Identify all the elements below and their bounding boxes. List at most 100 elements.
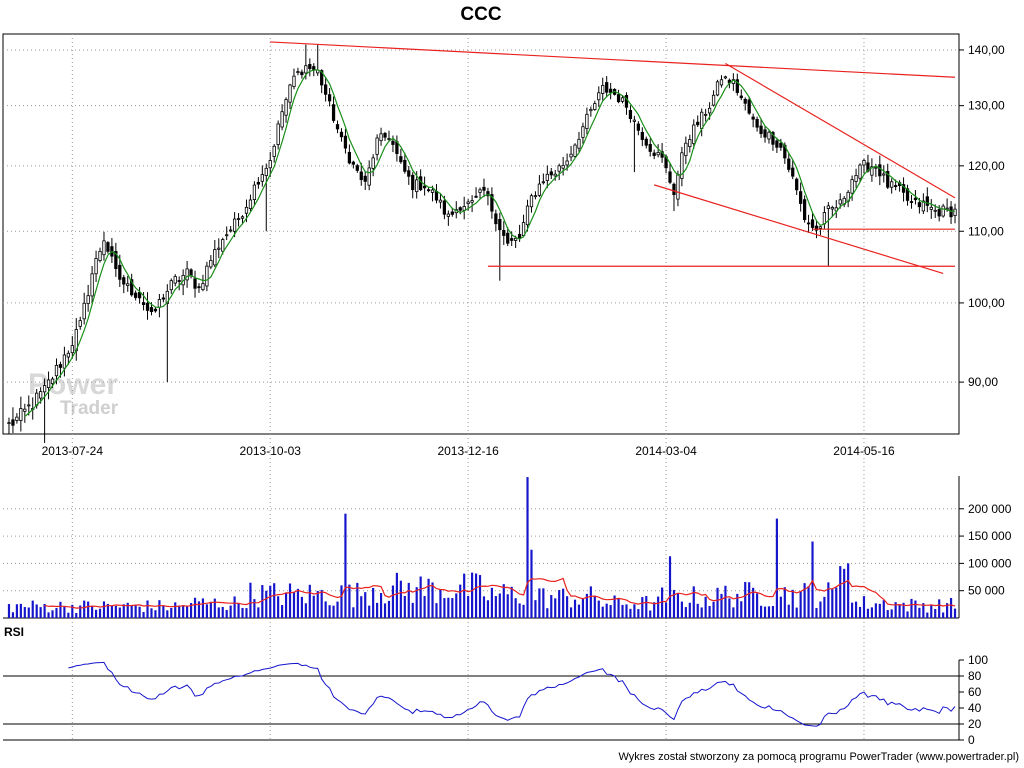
candle-body — [850, 179, 854, 194]
volume-bar — [94, 609, 98, 618]
volume-bar — [471, 572, 474, 618]
candle-body — [118, 264, 122, 280]
volume-bar — [474, 573, 478, 618]
volume-bar — [447, 597, 450, 618]
volume-bar — [324, 601, 327, 618]
candle-body — [830, 207, 834, 210]
volume-bar — [146, 600, 149, 618]
volume-bar — [779, 596, 782, 618]
volume-bar — [269, 585, 272, 618]
volume-bar — [637, 609, 640, 618]
volume-bar — [387, 600, 391, 618]
candle-body — [304, 65, 308, 74]
rsi-line — [68, 661, 956, 727]
volume-bar — [605, 603, 608, 618]
price-plot-frame — [2, 33, 960, 435]
candle-body — [256, 181, 260, 185]
volume-bar — [708, 605, 711, 618]
volume-bar — [704, 596, 707, 618]
volume-bar — [550, 595, 553, 618]
candle-body — [573, 144, 577, 157]
candle-body — [466, 201, 470, 204]
volume-bar — [27, 607, 30, 618]
candle-body — [46, 379, 51, 389]
volume-bar — [756, 593, 759, 618]
candle-body — [19, 408, 23, 421]
volume-bar — [344, 513, 347, 618]
volume-bar — [249, 582, 252, 618]
candle-body — [126, 283, 130, 286]
volume-bar — [186, 606, 189, 618]
candle-body — [324, 84, 328, 95]
candle-body — [450, 211, 454, 215]
footer-credit: Wykres został stworzony za pomocą progra… — [618, 751, 1019, 763]
volume-bar — [364, 592, 367, 618]
volume-bar — [851, 602, 854, 618]
volume-bar — [245, 608, 248, 618]
candle-body — [189, 269, 193, 277]
candle-body — [232, 218, 237, 232]
volume-y-tick-label: 50 000 — [968, 584, 1005, 598]
volume-bar — [352, 607, 355, 618]
volume-bar — [332, 605, 335, 618]
volume-bar — [910, 598, 913, 618]
chart-title: CCC — [460, 4, 501, 25]
candle-body — [795, 178, 799, 191]
volume-bar — [934, 608, 937, 618]
volume-bar — [213, 598, 216, 618]
candle-body — [201, 283, 205, 291]
volume-bar — [7, 604, 11, 618]
volume-bar — [530, 549, 533, 618]
candle-body — [517, 233, 522, 239]
candle-body — [387, 138, 391, 140]
candle-body — [403, 159, 407, 172]
volume-bar — [55, 608, 58, 618]
volume-bar — [621, 604, 624, 618]
candle-body — [834, 207, 838, 212]
candle-body — [320, 70, 324, 86]
volume-bar — [922, 603, 925, 618]
volume-bar — [835, 587, 838, 618]
volume-bar — [661, 587, 664, 618]
candle-body — [62, 354, 67, 369]
candle-body — [217, 247, 221, 250]
candle-body — [913, 197, 918, 201]
candle-body — [707, 107, 712, 114]
volume-bar — [47, 612, 50, 618]
candle-body — [549, 171, 553, 176]
volume-bar — [411, 602, 414, 618]
volume-bar — [518, 603, 521, 618]
volume-bar — [308, 584, 311, 618]
candle-body — [268, 160, 272, 169]
volume-bar — [19, 603, 22, 618]
candle-body — [248, 199, 253, 210]
volume-bar — [193, 597, 197, 618]
candle-body — [462, 206, 466, 211]
volume-bar — [870, 607, 873, 618]
candle-body — [779, 142, 783, 148]
volume-bar — [490, 587, 493, 618]
candle-body — [886, 171, 890, 188]
candle-body — [743, 98, 747, 104]
volume-bar — [51, 610, 54, 618]
volume-bar — [847, 563, 850, 618]
candle-body — [193, 278, 197, 289]
volume-bar — [633, 604, 636, 618]
volume-bar — [589, 586, 592, 618]
candle-body — [953, 208, 957, 217]
volume-bar — [482, 596, 486, 618]
volume-bar — [459, 584, 462, 618]
volume-bar — [150, 608, 153, 618]
volume-bar — [566, 596, 569, 618]
volume-bar — [514, 598, 517, 618]
volume-bar — [300, 596, 303, 618]
candle-body — [680, 152, 684, 179]
volume-bar — [617, 598, 620, 618]
candle-body — [656, 152, 660, 156]
volume-bar — [288, 583, 292, 618]
candle-body — [704, 113, 708, 116]
candle-body — [541, 181, 545, 184]
candle-body — [609, 88, 613, 93]
volume-bar — [316, 590, 319, 618]
candle-body — [711, 94, 716, 106]
